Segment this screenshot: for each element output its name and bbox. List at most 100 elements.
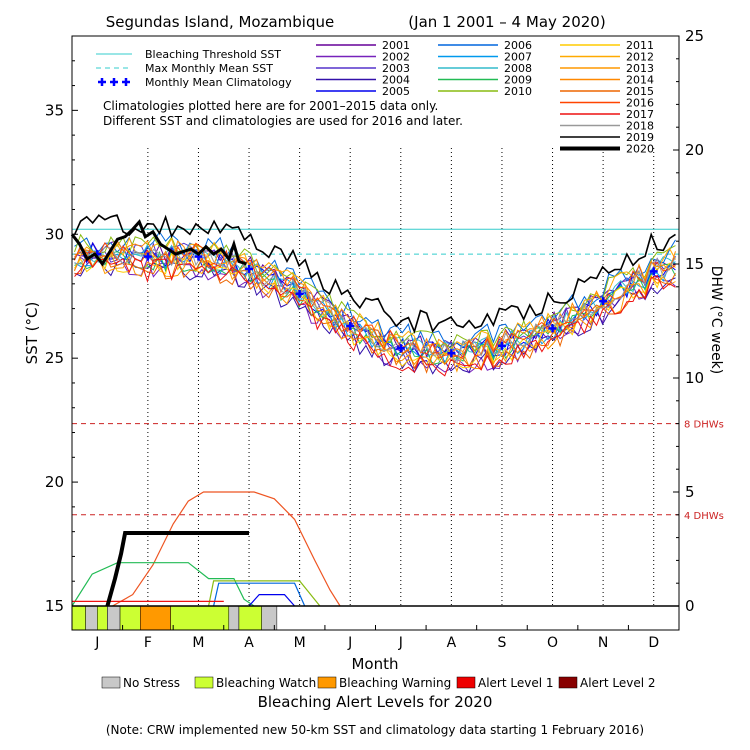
sst-line-2006 — [74, 230, 676, 349]
month-label: O — [547, 635, 558, 651]
dhw-2020-line — [105, 531, 249, 607]
yearly-sst-lines — [73, 214, 676, 377]
month-label: J — [347, 635, 352, 651]
alert-bar-segment-none — [228, 605, 240, 631]
legend-year-label-2001: 2001 — [382, 39, 410, 52]
alert-legend-label-watch: Bleaching Watch — [216, 676, 316, 690]
y-axis-right-label: DHW (°C week) — [708, 266, 724, 375]
climatology-marker — [447, 349, 456, 358]
climatology-marker — [346, 321, 355, 330]
alert-legend-swatch-watch — [194, 676, 214, 689]
legend-year-label-2017: 2017 — [626, 108, 654, 121]
month-label: M — [294, 635, 306, 651]
legend-year-label-2012: 2012 — [626, 51, 654, 64]
alert-bar-segment-watch — [238, 605, 262, 631]
month-label: D — [648, 635, 659, 651]
month-label: N — [598, 635, 608, 651]
alert-bar-segment-none — [85, 605, 98, 631]
dhw-2016-line — [112, 491, 341, 607]
legend-year-label-2002: 2002 — [382, 51, 410, 64]
x-axis-label: Month — [351, 655, 398, 673]
dhw-tick-label: 0 — [685, 597, 695, 615]
alert-legend-swatch-alert1 — [456, 676, 476, 689]
climatology-marker — [599, 297, 608, 306]
legend-year-label-2010: 2010 — [504, 85, 532, 98]
alert-legend-label-alert1: Alert Level 1 — [478, 676, 554, 690]
sst-line-2019 — [73, 214, 676, 334]
axes: 15 20 25 30 35 0 5 10 15 20 25 J F M A M J J A S O N D — [45, 27, 704, 651]
month-label: F — [144, 635, 152, 651]
month-label: M — [192, 635, 204, 651]
dhw-tick-label: 20 — [685, 141, 704, 159]
footnote: (Note: CRW implemented new 50-km SST and… — [106, 723, 644, 737]
alert-legend-label-alert2: Alert Level 2 — [580, 676, 656, 690]
alert-legend-swatch-alert2 — [558, 676, 578, 689]
climatology-marker — [497, 341, 506, 350]
climatology-marker — [396, 344, 405, 353]
dhw-reference-label: 4 DHWs — [684, 511, 724, 522]
dhw-tick-label: 10 — [685, 369, 704, 387]
alert-legend: No Stress Bleaching Watch Bleaching Warnin… — [101, 676, 656, 690]
sst-line-2018 — [74, 243, 676, 364]
legend-ref-label: Monthly Mean Climatology — [145, 76, 292, 89]
sst-tick-label: 25 — [45, 349, 64, 367]
legend-year-label-2003: 2003 — [382, 62, 410, 75]
month-label: A — [447, 635, 457, 651]
legend-year-label-2007: 2007 — [504, 51, 532, 64]
dhw-tick-label: 25 — [685, 27, 704, 45]
y-axis-left-label: SST (°C) — [23, 302, 41, 365]
alert-legend-swatch-none — [101, 676, 121, 689]
climatology-marker — [295, 289, 304, 298]
chart-title: Segundas Island, Mozambique — [106, 13, 335, 31]
alert-legend-swatch-warning — [317, 676, 337, 689]
alert-bar-segment-watch — [71, 605, 86, 631]
dhw-tick-label: 5 — [685, 483, 695, 501]
sst-line-2013 — [74, 251, 676, 373]
dhw-lines — [71, 491, 341, 607]
alert-title: Bleaching Alert Levels for 2020 — [258, 693, 493, 711]
alert-bar-segment-watch — [97, 605, 108, 631]
month-label: J — [398, 635, 403, 651]
legend-year-label-2005: 2005 — [382, 85, 410, 98]
legend-year-label-2020: 2020 — [626, 143, 654, 156]
climatology-marker — [245, 264, 254, 273]
legend-year-label-2019: 2019 — [626, 131, 654, 144]
sst-line-2017 — [74, 257, 676, 377]
legend-year-label-2008: 2008 — [504, 62, 532, 75]
dhw-tick-label: 15 — [685, 255, 704, 273]
alert-legend-label-none: No Stress — [123, 676, 180, 690]
climatology-marker — [548, 324, 557, 333]
alert-bar-segment-none — [107, 605, 121, 631]
dhw-2010-line — [208, 580, 321, 607]
dhw-2009-line — [71, 562, 255, 607]
legend-year-label-2013: 2013 — [626, 62, 654, 75]
legend-year-label-2009: 2009 — [504, 74, 532, 87]
note-line-2: Different SST and climatologies are used… — [103, 114, 463, 128]
sst-2020-line — [70, 219, 247, 267]
note-line-1: Climatologies plotted here are for 2001–… — [103, 99, 438, 113]
climatology-marker — [143, 252, 152, 261]
alert-bar-segment-warning — [140, 605, 171, 631]
legend-ref-label: Max Monthly Mean SST — [145, 62, 273, 75]
legend-ref-label: Bleaching Threshold SST — [145, 48, 281, 61]
sst-line-2010 — [74, 233, 676, 353]
legend-year-label-2018: 2018 — [626, 120, 654, 133]
climatology-markers — [93, 250, 658, 358]
month-label: S — [498, 635, 507, 651]
dhw-2005-line — [248, 593, 296, 607]
legend-year-label-2015: 2015 — [626, 85, 654, 98]
sst-tick-label: 35 — [45, 101, 64, 119]
chart-date-range: (Jan 1 2001 – 4 May 2020) — [408, 13, 605, 31]
sst-2020-line — [70, 219, 247, 267]
sst-tick-label: 30 — [45, 225, 64, 243]
dhw-2006-line — [213, 582, 306, 607]
dhw-reference-label: 8 DHWs — [684, 420, 724, 431]
alert-bar-segment-watch — [119, 605, 141, 631]
sst-tick-label: 20 — [45, 473, 64, 491]
climatology-marker — [649, 267, 658, 276]
legend-year-label-2011: 2011 — [626, 39, 654, 52]
alert-legend-label-warning: Bleaching Warning — [339, 676, 451, 690]
